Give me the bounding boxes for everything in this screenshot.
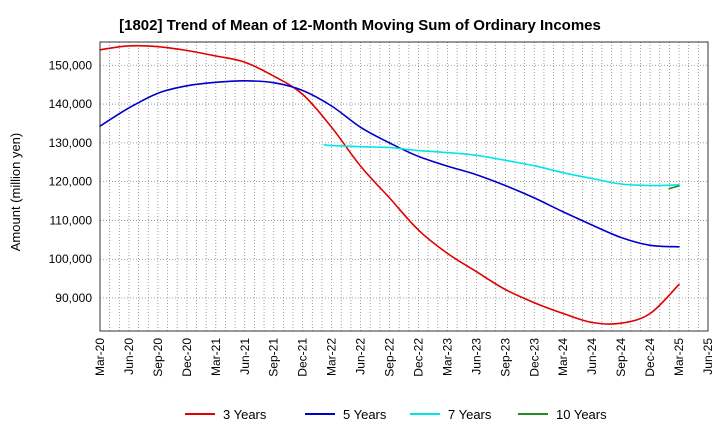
x-tick-label: Mar-23 <box>440 338 454 376</box>
series-line-10-years <box>668 185 680 190</box>
x-tick-label: Jun-20 <box>122 338 136 375</box>
x-tick-label: Sep-20 <box>151 338 165 377</box>
legend-label-10-years: 10 Years <box>556 407 607 422</box>
series-line-5-years <box>99 79 680 248</box>
legend: 3 Years 5 Years 7 Years 10 Years <box>185 407 607 422</box>
x-tick-label: Jun-23 <box>469 338 483 375</box>
x-tick-label: Jun-25 <box>701 338 715 375</box>
y-tick-label: 100,000 <box>49 252 93 266</box>
y-tick-label: 150,000 <box>49 58 93 72</box>
x-tick-labels: Mar-20 Jun-20 Sep-20 Dec-20 Mar-21 Jun-21 Sep-… <box>93 338 715 377</box>
x-tick-label: Mar-21 <box>209 338 223 376</box>
x-tick-label: Sep-24 <box>614 338 628 377</box>
legend-label-7-years: 7 Years <box>448 407 492 422</box>
x-tick-label: Dec-23 <box>527 338 541 377</box>
x-tick-label: Dec-22 <box>411 338 425 377</box>
series-group <box>99 44 680 325</box>
y-axis-label: Amount (million yen) <box>8 133 23 252</box>
y-tick-label: 120,000 <box>49 175 93 189</box>
gridlines <box>99 42 709 331</box>
x-tick-label: Mar-22 <box>325 338 339 376</box>
x-tick-label: Jun-22 <box>354 338 368 375</box>
series-line-3-years <box>99 44 680 325</box>
x-tick-label: Dec-20 <box>180 338 194 377</box>
y-tick-label: 110,000 <box>50 213 93 227</box>
x-tick-label: Jun-24 <box>585 338 599 375</box>
legend-label-3-years: 3 Years <box>223 407 267 422</box>
plot-area <box>99 41 709 332</box>
x-tick-label: Sep-22 <box>383 338 397 377</box>
x-tick-label: Sep-21 <box>267 338 281 377</box>
x-tick-label: Mar-20 <box>93 338 107 376</box>
x-tick-label: Dec-24 <box>643 338 657 377</box>
legend-label-5-years: 5 Years <box>343 407 387 422</box>
x-tick-label: Mar-25 <box>672 338 686 376</box>
series-line-7-years <box>323 144 680 187</box>
y-tick-labels: 90,000 100,000 110,000 120,000 130,000 140,00… <box>49 58 93 305</box>
x-tick-label: Jun-21 <box>238 338 252 375</box>
x-tick-label: Dec-21 <box>296 338 310 377</box>
y-tick-label: 140,000 <box>49 97 93 111</box>
y-tick-label: 130,000 <box>49 136 93 150</box>
chart-title: [1802] Trend of Mean of 12-Month Moving … <box>119 17 601 34</box>
x-tick-label: Sep-23 <box>498 338 512 377</box>
x-tick-label: Mar-24 <box>556 338 570 376</box>
y-tick-label: 90,000 <box>55 291 92 305</box>
